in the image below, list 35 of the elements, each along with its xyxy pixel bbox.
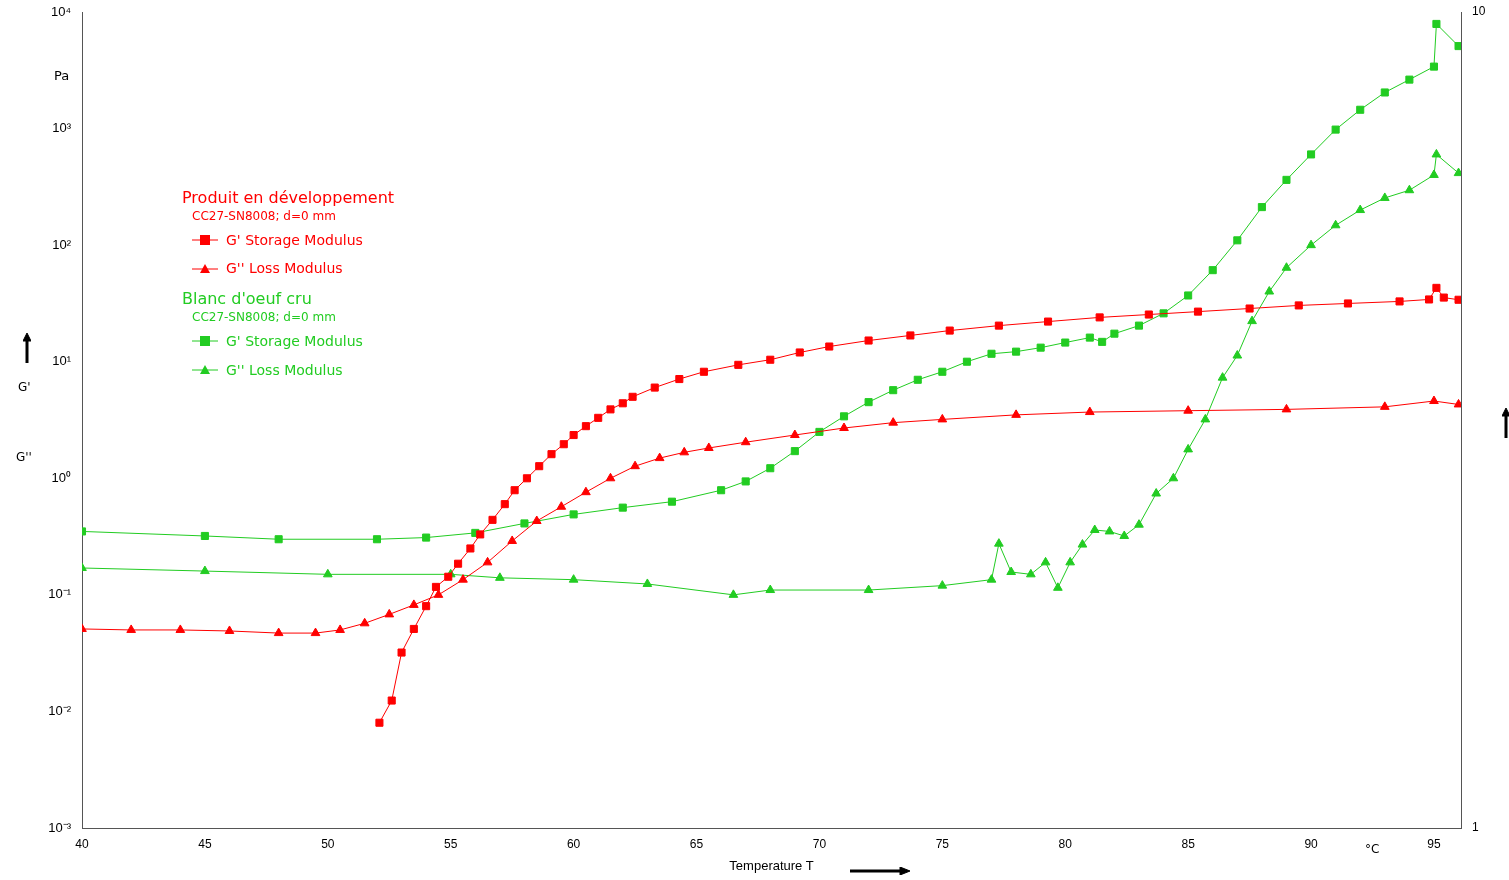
x-axis-title: Temperature T	[729, 857, 814, 873]
x-tick-label: 40	[75, 836, 89, 851]
y-axis-title: Pa	[54, 68, 70, 83]
y2-tick-label: 10	[1472, 4, 1486, 19]
y-tick-label: 10²	[52, 236, 72, 252]
y-tick-label: 10⁻³	[48, 819, 72, 835]
x-tick-label: 70	[812, 836, 827, 851]
x-tick-label: 85	[1181, 836, 1196, 851]
annotation: CC27-SN8008; d=0 mm	[192, 310, 337, 325]
x-tick-label: 50	[321, 836, 335, 851]
y-tick-label: 10⁴	[50, 3, 71, 19]
text: G''	[16, 450, 32, 464]
text: G'	[18, 380, 31, 394]
y-tick-label: 10⁻²	[48, 703, 72, 719]
annotation: Blanc d'oeuf cru	[182, 289, 313, 309]
y-tick-label: 10³	[52, 120, 72, 136]
x-tick-label: 75	[935, 836, 950, 851]
x-tick-label: 55	[444, 836, 458, 851]
legend-label: G'' Loss Modulus	[226, 361, 343, 379]
annotation: CC27-SN8008; d=0 mm	[192, 209, 337, 224]
legend-label: G' Storage Modulus	[226, 332, 363, 350]
y-tick-label: 10⁻¹	[48, 586, 72, 602]
annotation: Produit en développement	[182, 188, 395, 208]
y-tick-label: 10⁰	[51, 469, 71, 485]
x-tick-label: 95	[1427, 836, 1441, 851]
y2-tick-label: 1	[1472, 820, 1479, 835]
x-tick-label: 65	[689, 836, 704, 851]
x-tick-label: 90	[1304, 836, 1319, 851]
y-tick-label: 10¹	[52, 353, 72, 369]
text: °C	[1365, 842, 1380, 856]
x-tick-label: 45	[198, 836, 212, 851]
legend-label: G' Storage Modulus	[226, 231, 363, 249]
x-tick-label: 80	[1058, 836, 1073, 851]
x-tick-label: 60	[566, 836, 581, 851]
legend-label: G'' Loss Modulus	[226, 260, 343, 278]
